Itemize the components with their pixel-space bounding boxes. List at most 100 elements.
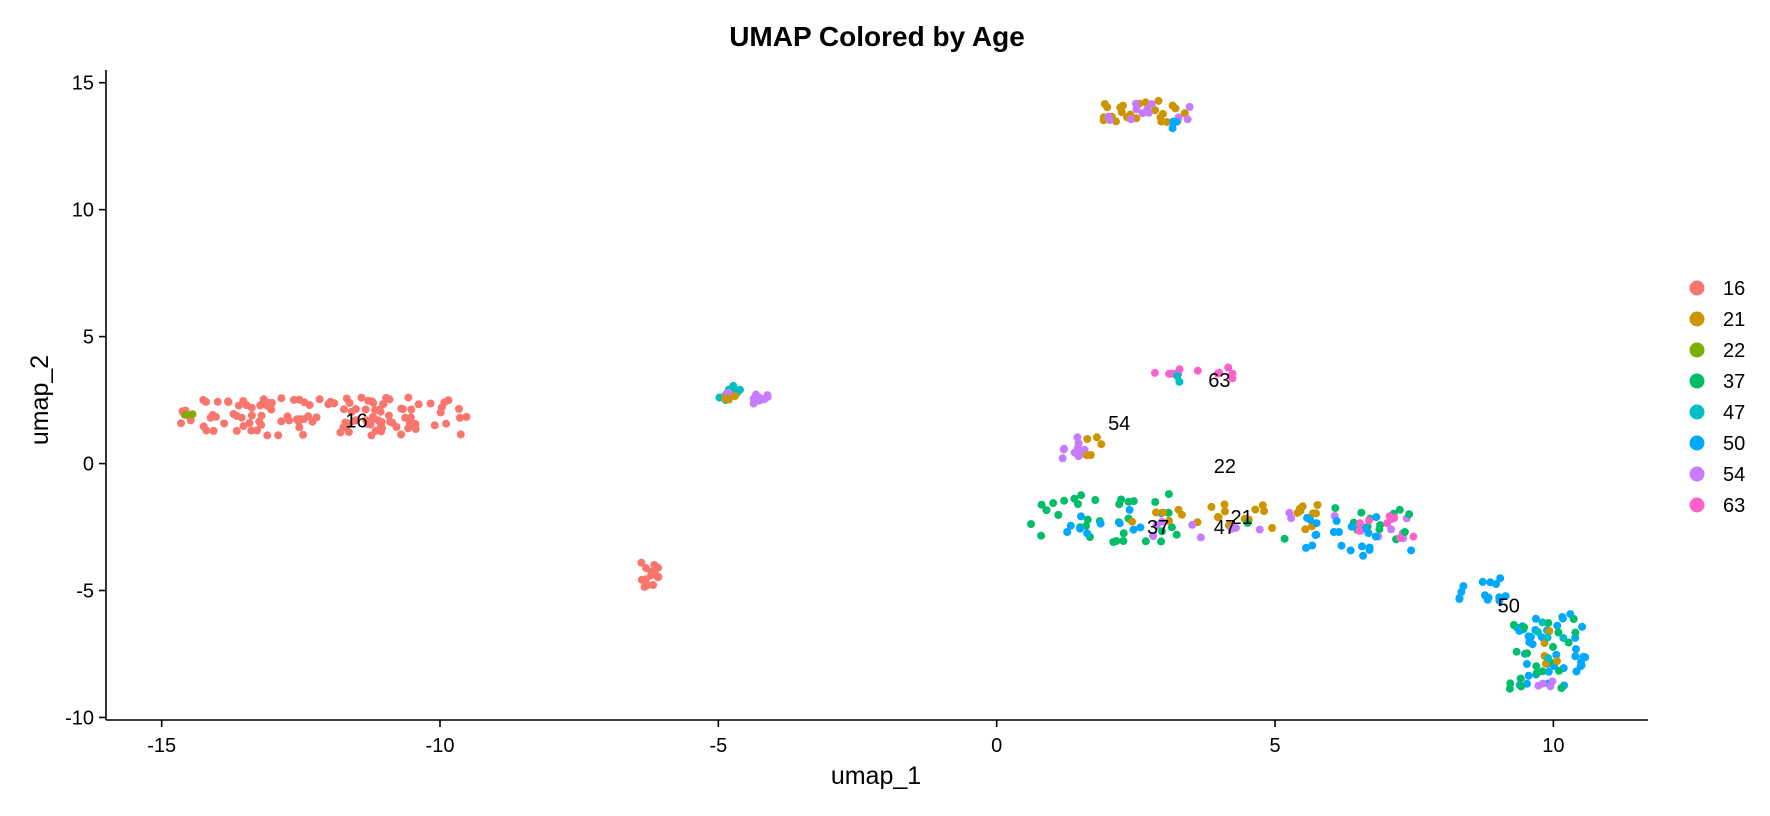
point-age-16 (340, 405, 348, 414)
cluster-label-21: 21 (1230, 507, 1252, 529)
point-age-50 (1168, 124, 1177, 133)
x-tick-label: 0 (991, 735, 1002, 757)
legend-key-54 (1689, 466, 1705, 482)
point-age-54 (1143, 105, 1152, 114)
legend-key-21 (1689, 311, 1705, 327)
point-age-63 (1365, 516, 1373, 525)
point-age-21 (1154, 96, 1163, 105)
point-age-37 (1037, 531, 1046, 540)
point-age-16 (326, 397, 335, 406)
point-age-47 (1543, 633, 1552, 642)
y-axis-ticks: -10 -5 0 5 10 15 (65, 73, 106, 729)
point-age-50 (1115, 519, 1124, 528)
point-age-37 (1129, 497, 1138, 506)
point-age-21 (1313, 501, 1322, 509)
point-age-37 (1331, 504, 1340, 513)
point-age-37 (1164, 490, 1173, 499)
point-age-16 (274, 431, 283, 440)
point-age-50 (1364, 529, 1373, 538)
point-age-50 (1347, 522, 1356, 531)
point-age-21 (1312, 509, 1320, 518)
point-age-21 (1258, 501, 1267, 510)
point-age-37 (1042, 506, 1051, 515)
point-age-37 (1549, 642, 1557, 651)
point-age-21 (1220, 500, 1229, 509)
legend-label-50: 50 (1723, 433, 1745, 455)
point-age-16 (368, 397, 377, 406)
point-age-21 (1128, 517, 1137, 526)
y-tick-label: 0 (83, 454, 94, 476)
point-age-21 (1268, 524, 1277, 532)
legend-label-54: 54 (1723, 464, 1745, 486)
point-age-37 (1517, 682, 1526, 691)
point-age-16 (257, 400, 266, 409)
point-age-16 (289, 395, 298, 404)
point-age-16 (257, 420, 266, 429)
point-age-63 (1228, 374, 1237, 383)
y-tick-label: 10 (72, 200, 94, 222)
point-age-21 (1301, 525, 1310, 534)
point-age-63 (1150, 368, 1159, 377)
point-age-16 (401, 413, 410, 422)
point-age-16 (352, 416, 361, 425)
point-age-37 (1158, 527, 1166, 536)
point-age-21 (1207, 502, 1216, 511)
point-age-50 (1308, 541, 1317, 550)
point-age-37 (1400, 528, 1409, 536)
point-age-16 (202, 397, 210, 406)
point-age-50 (1407, 546, 1416, 555)
point-age-22 (181, 410, 190, 419)
point-age-37 (1054, 510, 1063, 519)
point-age-37 (1083, 515, 1092, 524)
point-age-37 (1532, 662, 1541, 671)
x-tick-label: 10 (1542, 735, 1564, 757)
point-age-16 (267, 398, 276, 407)
point-age-50 (1083, 529, 1092, 538)
point-age-54 (1058, 454, 1067, 463)
point-age-37 (1151, 498, 1160, 506)
point-age-63 (1215, 368, 1224, 377)
point-age-63 (1409, 532, 1418, 541)
point-age-16 (336, 428, 345, 437)
point-age-47 (1173, 372, 1182, 380)
point-age-16 (398, 405, 407, 414)
point-age-37 (1119, 529, 1128, 538)
point-age-21 (1103, 103, 1112, 112)
point-age-16 (229, 410, 238, 418)
point-age-54 (1073, 433, 1082, 442)
point-age-16 (247, 403, 256, 412)
point-age-50 (1371, 532, 1380, 541)
point-age-16 (362, 416, 371, 425)
point-age-16 (455, 404, 463, 413)
point-age-16 (641, 579, 650, 587)
point-age-16 (456, 430, 465, 439)
point-age-37 (1538, 667, 1547, 676)
point-age-50 (1481, 591, 1489, 600)
point-age-16 (444, 396, 453, 405)
point-age-37 (1164, 508, 1173, 517)
point-age-16 (211, 412, 220, 421)
point-age-54 (1548, 677, 1557, 686)
point-age-16 (308, 417, 317, 426)
point-age-37 (1520, 623, 1529, 632)
point-age-50 (1076, 524, 1084, 533)
point-age-63 (1383, 519, 1392, 528)
y-tick-label: 5 (83, 327, 94, 349)
point-age-21 (1164, 516, 1173, 525)
point-age-37 (1049, 499, 1058, 508)
point-age-37 (1505, 684, 1514, 693)
point-age-37 (1070, 494, 1079, 503)
x-tick-label: -15 (147, 735, 176, 757)
point-age-16 (361, 405, 370, 414)
point-age-54 (1538, 679, 1547, 688)
point-age-21 (1097, 440, 1106, 449)
point-age-21 (1298, 502, 1307, 511)
point-age-37 (1564, 638, 1573, 647)
point-age-50 (1552, 650, 1561, 659)
point-age-21 (724, 395, 733, 404)
legend-label-16: 16 (1723, 278, 1745, 300)
point-age-16 (405, 421, 414, 430)
x-tick-label: 5 (1269, 735, 1280, 757)
legend-key-16 (1689, 280, 1705, 296)
